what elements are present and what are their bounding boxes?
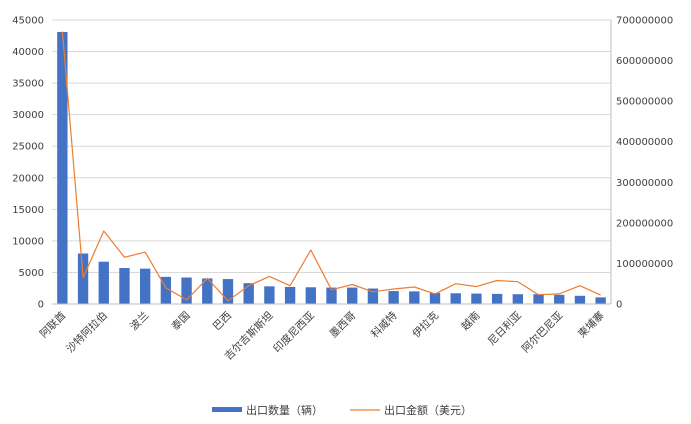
bar [512, 294, 524, 304]
bar [429, 292, 441, 304]
bar-series [57, 31, 606, 304]
left-y-tick-label: 35000 [12, 79, 44, 90]
bar [243, 283, 254, 304]
bar [388, 291, 399, 304]
x-category-label: 伊拉克 [410, 309, 442, 341]
left-y-tick-label: 0 [38, 300, 44, 311]
gridlines [52, 19, 611, 305]
left-y-tick-label: 20000 [12, 173, 44, 184]
right-y-axis-labels: 0 100000000 200000000 300000000 400000000 500… [616, 16, 673, 311]
x-category-label: 阿尔巴尼亚 [519, 309, 566, 356]
bar [284, 286, 296, 304]
bar [574, 295, 586, 304]
bar [202, 278, 213, 304]
bar [326, 287, 337, 304]
x-category-label: 科威特 [368, 309, 400, 341]
x-category-label: 波兰 [127, 309, 151, 333]
axes [52, 20, 612, 305]
legend: 出口数量（辆） 出口金额（美元） [212, 403, 472, 417]
bar [57, 31, 68, 304]
right-y-tick-label: 500000000 [616, 97, 673, 108]
left-y-tick-label: 5000 [19, 268, 44, 279]
bar [491, 293, 503, 304]
bar [181, 277, 192, 304]
bar [450, 293, 461, 304]
left-y-tick-label: 45000 [12, 16, 44, 27]
bar [77, 253, 89, 304]
left-y-tick-label: 10000 [12, 236, 44, 247]
left-y-axis-labels: 0 5000 10000 15000 20000 25000 30000 35000 40000… [12, 16, 44, 311]
x-category-label: 阿联酋 [37, 309, 68, 340]
bar [367, 288, 379, 304]
left-y-tick-label: 15000 [12, 205, 44, 216]
line-series [61, 31, 601, 302]
bar [222, 279, 234, 304]
bar [98, 261, 109, 304]
bar [264, 286, 275, 304]
x-category-label: 巴西 [211, 310, 234, 333]
bar [347, 287, 358, 304]
right-y-tick-label: 600000000 [616, 56, 673, 67]
left-y-tick-label: 40000 [12, 47, 44, 58]
bar [139, 268, 151, 304]
bar [595, 297, 606, 304]
legend-line-label: 出口金额（美元） [384, 403, 472, 417]
x-category-label: 沙特阿拉伯 [64, 309, 110, 355]
legend-bar-label: 出口数量（辆） [246, 403, 323, 417]
legend-bar-swatch [212, 407, 242, 412]
bar [305, 287, 316, 304]
line-path [61, 31, 601, 302]
x-category-label: 泰国 [169, 309, 193, 333]
right-y-tick-label: 300000000 [616, 178, 673, 189]
right-y-tick-label: 0 [616, 300, 622, 311]
left-y-tick-label: 25000 [12, 142, 44, 153]
bar [471, 293, 482, 304]
left-y-tick-label: 30000 [12, 110, 44, 121]
right-y-tick-label: 100000000 [616, 259, 673, 270]
x-category-label: 尼日利亚 [486, 309, 525, 348]
x-category-label: 越南 [459, 309, 483, 333]
x-category-label: 柬埔寨 [575, 309, 607, 341]
x-category-label: 墨西哥 [328, 310, 359, 341]
bar [119, 268, 130, 304]
bar [554, 294, 565, 304]
bar [160, 276, 172, 304]
bar [533, 294, 544, 304]
right-y-tick-label: 400000000 [616, 137, 673, 148]
right-y-tick-label: 700000000 [616, 16, 673, 27]
right-y-tick-label: 200000000 [616, 218, 673, 229]
x-category-label: 印度尼西亚 [271, 309, 318, 356]
bar [409, 291, 420, 304]
